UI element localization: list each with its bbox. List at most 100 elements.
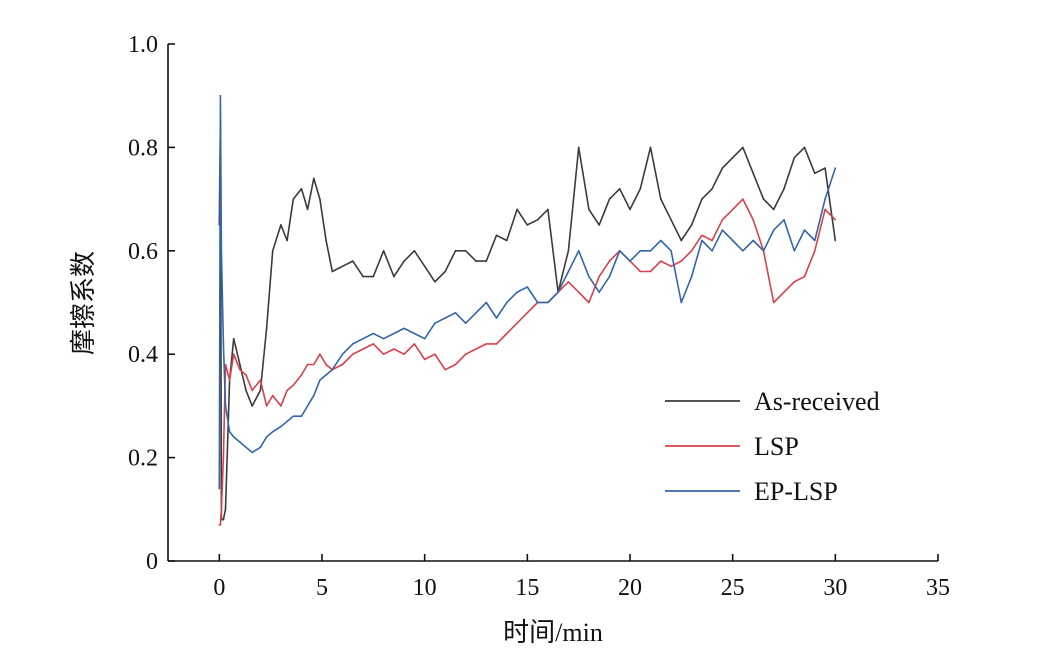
data-point	[629, 208, 631, 211]
legend-label-as-received: As-received	[754, 387, 880, 416]
data-point	[413, 332, 416, 335]
data-point	[526, 224, 529, 226]
data-point	[495, 234, 498, 237]
data-point	[742, 198, 744, 200]
data-point	[362, 275, 364, 278]
data-point	[403, 353, 405, 356]
data-point	[506, 301, 508, 304]
data-point	[352, 353, 354, 356]
data-point	[598, 224, 600, 226]
data-point	[485, 260, 488, 262]
data-point	[219, 524, 222, 526]
y-tick-label: 0	[146, 549, 158, 575]
data-point	[680, 260, 683, 262]
data-point	[300, 415, 303, 418]
data-point	[341, 353, 344, 356]
data-point	[239, 441, 241, 443]
data-point	[325, 374, 327, 376]
data-point	[618, 188, 621, 190]
data-point	[222, 343, 225, 345]
x-ticks: 0 5 10 15 20 25 30 35	[213, 554, 950, 601]
data-point	[690, 224, 693, 226]
data-point	[608, 260, 611, 262]
data-point	[680, 239, 683, 242]
data-point	[536, 219, 539, 221]
data-point	[224, 405, 227, 407]
data-point	[259, 446, 262, 449]
x-tick-label: 10	[413, 575, 437, 601]
data-point	[325, 239, 327, 242]
data-point	[403, 260, 405, 262]
data-point	[393, 275, 395, 278]
data-point	[220, 508, 223, 511]
data-point	[690, 250, 693, 252]
data-point	[834, 167, 837, 169]
data-point	[271, 431, 274, 433]
data-point	[222, 518, 225, 521]
data-point	[824, 198, 826, 200]
y-ticks: 0 0.2 0.4 0.6 0.8 1.0	[128, 32, 175, 575]
data-point	[372, 332, 375, 335]
data-point	[464, 250, 467, 252]
y-tick-label: 0.2	[128, 446, 158, 472]
data-point	[588, 275, 590, 278]
data-point	[649, 146, 652, 149]
data-point	[752, 172, 754, 175]
data-point	[649, 270, 652, 273]
data-point	[567, 250, 570, 252]
data-point	[232, 436, 235, 438]
data-point	[228, 431, 231, 433]
data-point	[772, 301, 775, 304]
data-point	[506, 239, 508, 242]
x-tick-label: 15	[515, 575, 539, 601]
data-point	[313, 363, 315, 366]
data-point	[306, 208, 309, 211]
data-point	[382, 353, 385, 356]
data-point	[577, 291, 580, 294]
data-point	[731, 156, 734, 159]
data-point	[313, 177, 315, 180]
data-point	[280, 425, 282, 428]
data-point	[454, 250, 457, 252]
data-point	[292, 384, 295, 387]
data-point	[434, 322, 436, 325]
data-point	[814, 172, 816, 175]
data-point	[557, 291, 559, 294]
data-point	[220, 250, 223, 252]
data-point	[814, 239, 816, 242]
data-point	[608, 198, 611, 200]
series-line-as-received	[218, 120, 837, 521]
data-point	[319, 353, 321, 356]
data-point	[271, 250, 274, 252]
data-point	[567, 270, 570, 273]
data-point	[232, 337, 235, 340]
data-point	[319, 379, 321, 381]
data-point	[670, 265, 672, 268]
data-point	[341, 363, 344, 366]
data-point	[228, 379, 231, 381]
data-point	[382, 337, 385, 340]
data-point	[393, 348, 395, 350]
data-point	[814, 250, 816, 252]
data-point	[516, 208, 518, 211]
data-point	[762, 198, 765, 200]
x-tick-label: 25	[721, 575, 745, 601]
data-point	[232, 353, 235, 356]
data-point	[731, 208, 734, 211]
data-point	[526, 286, 529, 288]
data-point	[588, 208, 590, 211]
y-tick-label: 0.8	[128, 135, 158, 161]
data-point	[444, 317, 447, 319]
data-point	[331, 368, 334, 371]
data-point	[251, 451, 253, 454]
data-point	[292, 198, 295, 200]
data-point	[286, 239, 288, 242]
data-point	[485, 301, 488, 304]
data-point	[577, 146, 580, 149]
data-point	[393, 332, 395, 335]
data-point	[434, 353, 436, 356]
data-point	[660, 198, 662, 200]
data-point	[772, 229, 775, 231]
data-point	[824, 208, 826, 211]
